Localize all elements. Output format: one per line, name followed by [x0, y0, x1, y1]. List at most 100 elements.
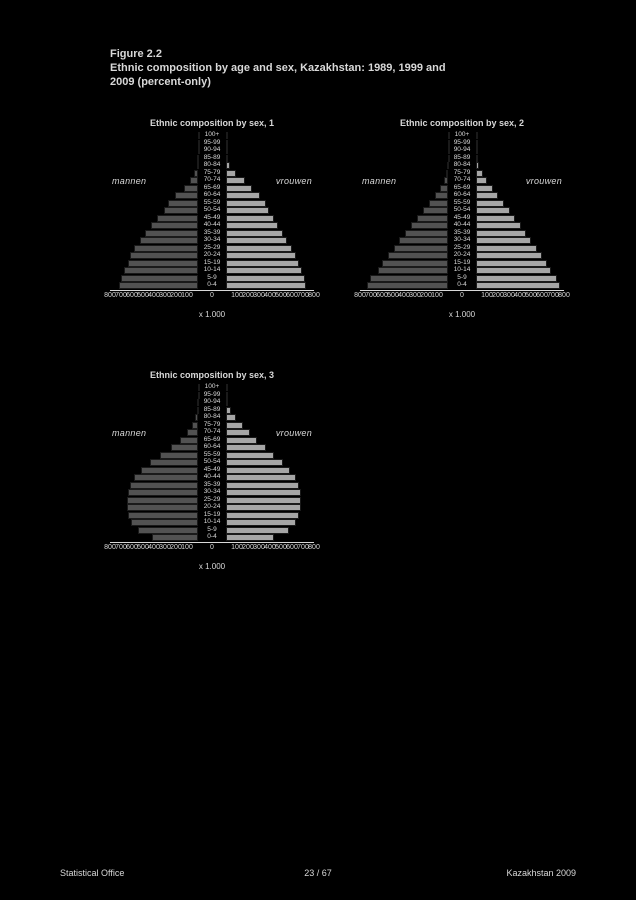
pyramid-body: mannenvrouwen100+95-9990-9485-8980-8475-…	[110, 132, 314, 290]
page: { "colors": { "text": "#d8d8d8", "male_f…	[0, 0, 636, 900]
bar-male	[130, 252, 198, 259]
bar-female	[476, 215, 515, 222]
age-label: 100+	[198, 384, 226, 391]
bar-female	[476, 222, 521, 229]
bar-male	[447, 162, 449, 169]
age-label: 60-64	[448, 192, 476, 199]
age-label: 0-4	[448, 282, 476, 289]
bar-female	[226, 162, 230, 169]
bar-male	[429, 200, 448, 207]
age-label-column: 100+95-9990-9485-8980-8475-7970-7465-696…	[198, 132, 226, 290]
pyramid-title: Ethnic composition by sex, 2	[360, 118, 564, 128]
bar-female	[226, 245, 292, 252]
bar-female	[226, 207, 269, 214]
bar-female	[226, 519, 296, 526]
bar-male	[151, 222, 198, 229]
bar-male	[184, 185, 198, 192]
bar-male	[160, 452, 199, 459]
x-tick-label: 0	[202, 292, 222, 299]
bar-male	[448, 140, 450, 147]
figure-label: Figure 2.2	[110, 48, 446, 60]
bar-male	[378, 267, 448, 274]
x-tick-label: 800	[304, 544, 324, 551]
bar-male	[440, 185, 448, 192]
bar-female	[226, 260, 299, 267]
bar-female	[226, 534, 274, 541]
bar-female	[226, 444, 266, 451]
bar-female	[226, 222, 278, 229]
bar-female	[226, 512, 299, 519]
figure-header: Figure 2.2 Ethnic composition by age and…	[110, 48, 446, 90]
bar-male	[448, 155, 450, 162]
age-label: 90-94	[448, 147, 476, 154]
bar-female	[226, 147, 228, 154]
bar-male	[448, 132, 450, 139]
bar-male	[180, 437, 198, 444]
x-axis-ticks: 8007006005004003002001000100200300400500…	[360, 290, 564, 300]
bar-female	[476, 230, 526, 237]
bar-male	[127, 504, 199, 511]
x-axis-ticks: 8007006005004003002001000100200300400500…	[110, 542, 314, 552]
age-label: 20-24	[198, 252, 226, 259]
bar-male	[197, 407, 199, 414]
bar-female	[226, 155, 228, 162]
bar-female	[226, 200, 266, 207]
bar-female	[226, 467, 290, 474]
bar-male	[168, 200, 198, 207]
bar-female	[226, 459, 283, 466]
bar-female	[226, 267, 302, 274]
bar-female	[226, 414, 236, 421]
bar-male	[370, 275, 448, 282]
bar-female	[476, 267, 551, 274]
age-label: 20-24	[448, 252, 476, 259]
bar-female	[226, 170, 236, 177]
age-label: 10-14	[448, 267, 476, 274]
bar-female	[476, 282, 560, 289]
bar-female	[226, 132, 228, 139]
bar-female	[226, 252, 296, 259]
x-tick-label: 800	[304, 292, 324, 299]
age-label-column: 100+95-9990-9485-8980-8475-7970-7465-696…	[198, 384, 226, 542]
bar-female	[476, 275, 557, 282]
women-label: vrouwen	[526, 176, 562, 186]
age-label: 50-54	[448, 207, 476, 214]
age-label: 80-84	[198, 162, 226, 169]
bar-female	[476, 162, 479, 169]
bar-female	[476, 245, 537, 252]
bar-male	[150, 459, 198, 466]
bar-male	[190, 177, 198, 184]
age-label: 30-34	[448, 237, 476, 244]
bar-female	[226, 282, 306, 289]
bar-female	[226, 237, 287, 244]
pyramid-title: Ethnic composition by sex, 3	[110, 370, 314, 380]
bar-male	[152, 534, 198, 541]
bar-female	[476, 177, 487, 184]
bar-female	[226, 527, 289, 534]
bar-female	[226, 192, 260, 199]
age-label: 50-54	[198, 459, 226, 466]
footer-right: Kazakhstan 2009	[506, 868, 576, 878]
bar-male	[405, 230, 448, 237]
age-label: 50-54	[198, 207, 226, 214]
x-axis-title: x 1.000	[110, 562, 314, 571]
bar-female	[226, 275, 305, 282]
bar-male	[399, 237, 448, 244]
bar-male	[411, 222, 448, 229]
bar-male	[198, 384, 200, 391]
age-label: 40-44	[198, 222, 226, 229]
age-label: 40-44	[448, 222, 476, 229]
bar-female	[226, 177, 245, 184]
bar-female	[476, 237, 531, 244]
bar-male	[367, 282, 448, 289]
men-label: mannen	[362, 176, 396, 186]
bar-female	[226, 140, 228, 147]
bar-male	[140, 237, 198, 244]
x-tick-label: 0	[202, 544, 222, 551]
age-label: 0-4	[198, 282, 226, 289]
bar-male	[448, 147, 450, 154]
age-label: 10-14	[198, 267, 226, 274]
bar-female	[226, 230, 283, 237]
bar-male	[194, 170, 198, 177]
bar-female	[476, 200, 504, 207]
bar-male	[145, 230, 198, 237]
